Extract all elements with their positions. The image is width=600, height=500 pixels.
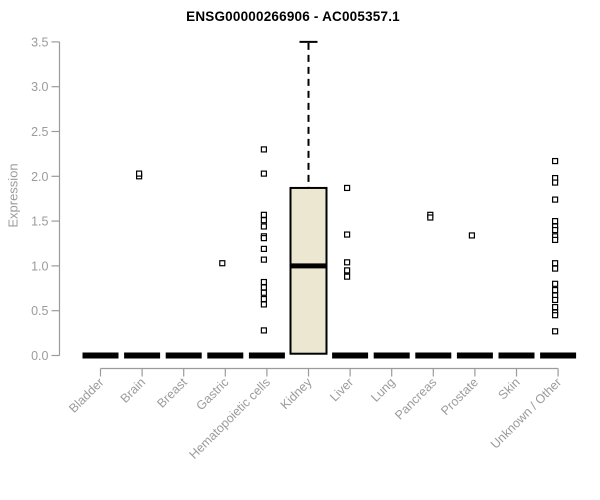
outlier-point — [136, 170, 143, 177]
x-tick-label: Breast — [154, 375, 190, 411]
y-tick-label: 0.0 — [31, 349, 48, 363]
y-axis-title: Expression — [5, 163, 21, 228]
x-tick-label: Prostate — [438, 375, 481, 418]
x-tick-label: Skin — [496, 375, 523, 402]
x-tick-label: Bladder — [66, 375, 106, 415]
outlier-point — [551, 196, 559, 203]
y-tick-label: 1.0 — [31, 259, 48, 273]
median-line-collapsed — [540, 352, 577, 359]
outlier-point — [551, 226, 559, 234]
median-line-collapsed — [332, 352, 369, 359]
y-tick-label: 3.0 — [31, 80, 48, 94]
outlier-point — [260, 245, 267, 252]
median-line-collapsed — [373, 352, 410, 359]
outlier-point — [344, 259, 351, 266]
outlier-point — [260, 289, 267, 296]
outlier-point — [260, 295, 267, 303]
median-line-collapsed — [82, 352, 119, 359]
x-tick-label: Kidney — [278, 375, 315, 412]
chart-title: ENSG00000266906 - AC005357.1 — [186, 9, 400, 24]
outlier-point — [344, 267, 351, 274]
box-iqr — [289, 186, 328, 355]
x-tick-label: Hematopoietic cells — [186, 375, 273, 462]
median-line-collapsed — [207, 352, 244, 359]
outlier-point — [219, 260, 226, 267]
outlier-point — [260, 146, 267, 153]
median-line-collapsed — [415, 352, 452, 359]
outlier-point — [260, 327, 267, 334]
x-tick-label: Unknown / Other — [488, 375, 564, 451]
outlier-point — [551, 157, 559, 165]
outlier-point — [551, 312, 559, 319]
outlier-point — [260, 170, 267, 177]
y-tick-label: 1.5 — [31, 215, 48, 229]
outlier-point — [344, 231, 351, 238]
median-line-collapsed — [165, 352, 202, 359]
outlier-point — [260, 223, 267, 230]
median-line-collapsed — [248, 352, 285, 359]
outlier-point — [551, 179, 559, 186]
outlier-point — [344, 184, 351, 192]
median-line-collapsed — [456, 352, 493, 359]
median-line-collapsed — [498, 352, 535, 359]
outlier-point — [551, 328, 559, 335]
y-tick-label: 2.0 — [31, 170, 48, 184]
outlier-point — [344, 273, 351, 280]
outlier-point — [427, 214, 434, 221]
outlier-point — [551, 286, 559, 294]
x-tick-label: Liver — [327, 375, 356, 404]
outlier-point — [468, 232, 475, 239]
outlier-point — [260, 217, 267, 224]
median-line-collapsed — [124, 352, 161, 359]
x-tick-label: Brain — [118, 375, 149, 406]
y-tick-label: 2.5 — [31, 125, 48, 139]
outlier-point — [260, 211, 267, 218]
outlier-point — [551, 218, 559, 225]
outlier-point — [551, 265, 559, 272]
x-tick-label: Lung — [368, 375, 398, 405]
outlier-point — [551, 296, 559, 304]
outlier-point — [551, 280, 559, 287]
y-tick-label: 0.5 — [31, 304, 48, 318]
outlier-point — [551, 304, 559, 311]
outlier-point — [551, 260, 559, 267]
x-tick-label: Pancreas — [392, 375, 439, 422]
outlier-point — [551, 236, 559, 244]
outlier-point — [260, 256, 267, 263]
x-tick-label: Gastric — [194, 375, 232, 413]
outlier-point — [260, 278, 267, 286]
outlier-point — [260, 301, 267, 308]
outlier-point — [260, 235, 267, 242]
outlier-point — [260, 284, 267, 291]
median-line — [291, 263, 326, 269]
y-tick-label: 3.5 — [31, 35, 48, 49]
